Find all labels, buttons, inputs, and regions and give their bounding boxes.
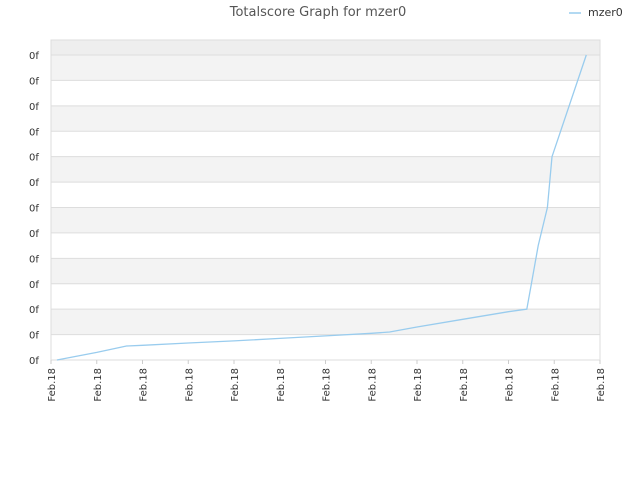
x-tick-label: Feb.18 [276, 368, 287, 402]
y-tick-label: 0f [29, 178, 39, 189]
x-tick-label: Feb.18 [367, 368, 378, 402]
y-tick-label: 0f [29, 356, 39, 367]
x-tick-label: Feb.18 [93, 368, 104, 402]
plot-band [51, 80, 600, 106]
y-axis-ticks: 0f 0f 0f 0f 0f 0f 0f 0f 0f 0f 0f 0f 0f [29, 51, 39, 367]
y-tick-label: 0f [29, 51, 39, 62]
x-tick-label: Feb.18 [184, 368, 195, 402]
y-tick-label: 0f [29, 229, 39, 240]
y-tick-label: 0f [29, 204, 39, 215]
y-tick-label: 0f [29, 305, 39, 316]
x-tick-label: Feb.18 [230, 368, 241, 402]
y-tick-label: 0f [29, 280, 39, 291]
plot-band [51, 334, 600, 360]
plot-band [51, 283, 600, 310]
plot-band [51, 258, 600, 284]
plot-background [51, 40, 600, 360]
x-axis-ticks: Feb.18 Feb.18 Feb.18 Feb.18 Feb.18 Feb.18 Feb.… [47, 360, 607, 402]
x-tick-label: Feb.18 [596, 368, 607, 402]
x-tick-label: Feb.18 [322, 368, 333, 402]
plot-band [51, 309, 600, 335]
plot-band [51, 131, 600, 157]
y-tick-label: 0f [29, 153, 39, 164]
plot-band [51, 156, 600, 183]
y-tick-label: 0f [29, 127, 39, 138]
x-tick-label: Feb.18 [505, 368, 516, 402]
x-tick-label: Feb.18 [139, 368, 150, 402]
plot-band [51, 105, 600, 132]
x-tick-label: Feb.18 [47, 368, 58, 402]
plot-band [51, 207, 600, 233]
plot-band [51, 55, 600, 81]
legend[interactable]: mzer0 [569, 6, 623, 19]
series-line-mzer0 [56, 54, 587, 361]
plot-band [51, 232, 600, 259]
chart-title: Totalscore Graph for mzer0 [229, 5, 407, 20]
x-tick-label: Feb.18 [459, 368, 470, 402]
series-layer [56, 54, 587, 361]
y-tick-label: 0f [29, 102, 39, 113]
plot-top-band [51, 40, 600, 55]
plot-band [51, 182, 600, 208]
x-tick-label: Feb.18 [550, 368, 561, 402]
x-tick-label: Feb.18 [413, 368, 424, 402]
y-tick-label: 0f [29, 331, 39, 342]
legend-label: mzer0 [588, 6, 623, 19]
y-tick-label: 0f [29, 76, 39, 87]
y-tick-label: 0f [29, 254, 39, 265]
